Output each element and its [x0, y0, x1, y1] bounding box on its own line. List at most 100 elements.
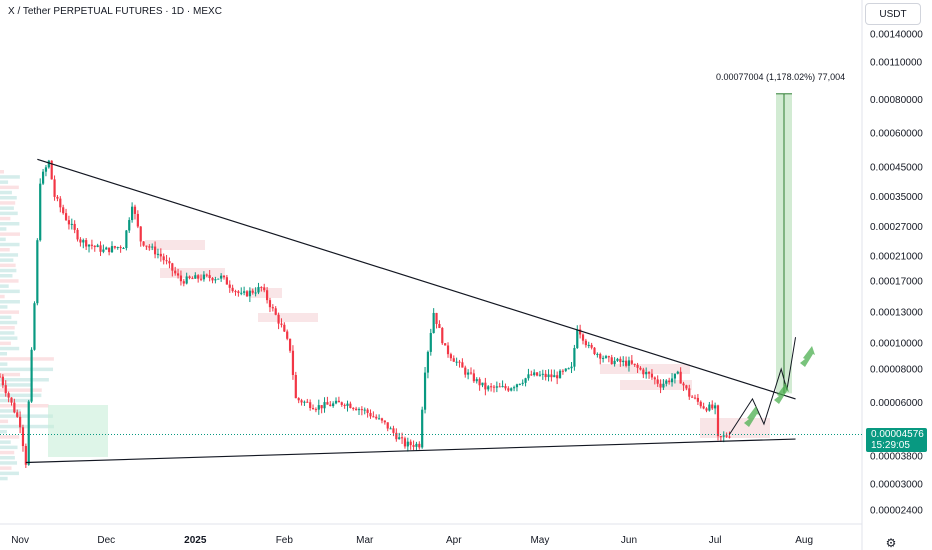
candle-body [202, 274, 206, 280]
candle-body [492, 386, 496, 388]
candle-body [567, 368, 570, 370]
candle-body [714, 405, 717, 409]
candle-body [645, 371, 648, 375]
volume-profile-bar [0, 471, 19, 476]
candle-body [24, 446, 27, 465]
candle-body [633, 363, 636, 365]
candle-body [673, 373, 677, 379]
candle-body [541, 373, 544, 375]
candle-body [194, 275, 197, 279]
candle-body [334, 400, 338, 404]
candle-body [653, 377, 656, 380]
candle-body [85, 240, 88, 247]
candle-body [688, 388, 691, 397]
candle-body [616, 358, 619, 361]
candle-body [458, 361, 461, 363]
candle-body [110, 246, 114, 253]
volume-profile-bar [0, 294, 5, 299]
candle-body [4, 385, 7, 394]
volume-profile-bar [0, 279, 19, 283]
y-tick-label: 0.00013000 [870, 308, 923, 319]
candle-body [268, 300, 272, 308]
candle-body [355, 408, 358, 411]
candle-body [176, 273, 180, 276]
candle-body [87, 244, 91, 247]
candle-body [702, 406, 705, 409]
currency-unit-button[interactable]: USDT [865, 3, 921, 25]
volume-profile-bar [0, 419, 9, 424]
supply-zone-box [700, 418, 770, 438]
candle-body [64, 213, 68, 221]
volume-profile-bar [0, 206, 14, 210]
candle-body [708, 404, 711, 411]
candle-body [524, 378, 527, 383]
candle-body [214, 279, 217, 281]
candle-body [659, 383, 662, 388]
volume-profile-bar [0, 310, 20, 314]
candle-body [415, 443, 418, 447]
candle-body [222, 275, 226, 278]
candle-body [133, 206, 137, 214]
volume-profile-bar [0, 346, 20, 351]
candle-body [265, 290, 269, 301]
candle-body [225, 277, 228, 285]
candle-body [452, 358, 455, 362]
candle-body [375, 416, 378, 419]
candle-body [286, 331, 289, 339]
candle-body [498, 386, 501, 388]
candle-body [610, 357, 613, 365]
candle-body [711, 404, 714, 409]
candle-body [607, 356, 610, 358]
y-tick-label: 0.00140000 [870, 30, 923, 41]
candle-body [197, 275, 200, 279]
candle-body [487, 386, 490, 390]
candle-body [521, 382, 524, 384]
candle-body [475, 379, 478, 382]
candle-body [30, 349, 33, 402]
candle-body [484, 382, 487, 390]
candle-body [389, 428, 392, 430]
projection-path [729, 337, 797, 435]
candle-body [464, 367, 467, 375]
volume-profile-bar [0, 393, 42, 398]
candle-body [564, 368, 567, 371]
candle-body [300, 400, 303, 403]
candle-body [217, 278, 220, 280]
last-price-value: 0.00004576 [871, 429, 924, 440]
candle-body [13, 402, 16, 413]
candle-body [337, 400, 340, 403]
y-tick-label: 0.00017000 [870, 276, 923, 287]
candle-body [719, 436, 722, 438]
candle-body [245, 291, 249, 297]
volume-profile-bar [0, 456, 15, 460]
y-tick-label: 0.00021000 [870, 252, 923, 263]
candle-body [119, 247, 122, 249]
candle-body [179, 275, 183, 282]
candle-body [449, 354, 452, 359]
candle-body [47, 160, 50, 168]
volume-profile-bar [0, 367, 54, 372]
volume-profile-bar [0, 326, 15, 330]
candle-body [33, 303, 36, 350]
candle-body [662, 383, 665, 388]
x-tick-label: May [530, 535, 549, 546]
volume-profile-bar [0, 383, 32, 387]
volume-profile-bar [0, 372, 21, 377]
candle-body [639, 367, 642, 370]
candle-body [418, 443, 421, 448]
candle-body [243, 291, 246, 293]
candle-body [303, 401, 306, 403]
candle-body [435, 312, 438, 325]
candle-body [438, 324, 441, 329]
candle-body [21, 427, 25, 447]
candle-body [590, 344, 593, 348]
gear-icon[interactable]: ⚙ [885, 536, 897, 550]
candle-body [211, 278, 214, 281]
x-tick-label: Nov [11, 535, 29, 546]
candle-body [627, 360, 631, 366]
candle-body [501, 386, 504, 388]
candle-body [515, 384, 519, 388]
candle-body [188, 276, 191, 279]
supply-zone-box [620, 380, 692, 390]
